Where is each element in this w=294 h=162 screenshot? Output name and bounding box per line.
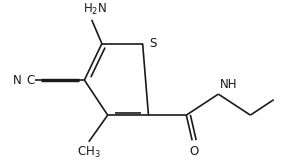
Text: H$_2$N: H$_2$N [83, 2, 107, 17]
Text: C: C [27, 74, 35, 87]
Text: NH: NH [220, 78, 237, 91]
Text: N: N [13, 74, 22, 87]
Text: O: O [189, 145, 198, 158]
Text: S: S [149, 37, 156, 50]
Text: CH$_3$: CH$_3$ [77, 145, 101, 160]
